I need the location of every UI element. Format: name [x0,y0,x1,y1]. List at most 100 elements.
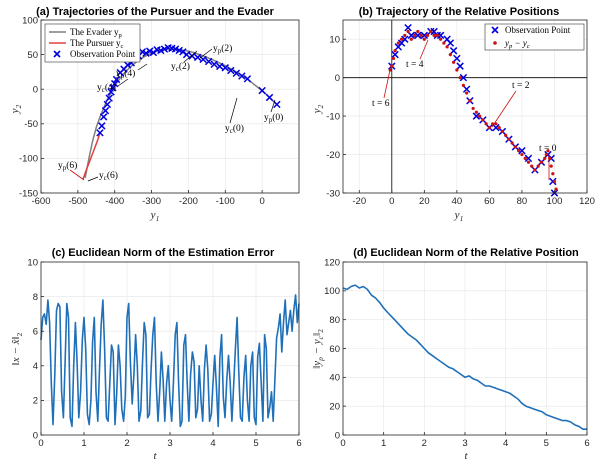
panel-c-estimation-error: 0 1 2 3 4 5 6 0 2 4 6 8 10 [27,257,301,449]
annotation-b-t4: t = 4 [406,60,424,70]
legend-a-pursuer: The Pursuer yc [70,38,124,50]
ylabel-c: ‖x − x̂‖2 [10,332,24,365]
y-tick-label: 2 [33,396,38,407]
x-tick-label: -100 [216,196,235,207]
x-tick-label: -300 [142,196,161,207]
y-tick-label: 100 [22,15,38,26]
ylabel-a: y2 [9,104,23,114]
observation-point-marker [391,50,399,59]
y-tick-label: 50 [27,50,38,61]
y-tick-label: 8 [33,292,38,303]
observation-point-marker [145,47,154,55]
legend-b-observation-marker [491,26,499,34]
relative-position-point [435,33,439,37]
observation-point-marker [414,31,422,40]
relative-position-point [465,91,469,95]
relative-position-point [487,126,491,130]
observation-point-marker [105,94,113,102]
relative-position-point [546,149,550,153]
relative-position-point [544,152,548,157]
y-tick-label: 6 [33,327,38,338]
y-tick-label: 0 [33,430,38,441]
observation-point-marker [101,106,110,115]
relative-position-point [396,41,400,45]
x-tick-label: 4 [503,438,508,449]
relative-position-point [419,33,423,37]
xlabel-b: y1 [454,209,464,223]
relative-position-point [539,160,544,164]
ylabel-b: y2 [311,104,325,114]
relative-position-point [497,126,501,130]
observation-point-marker [221,64,230,72]
relative-position-point [442,41,446,45]
relative-position-point [412,33,417,37]
y-tick-label: -10 [326,111,340,122]
x-tick-label: 120 [579,196,595,207]
plot-frame [342,19,588,194]
observation-point-marker [459,73,468,82]
legend-a-observation: Observation Point [70,49,136,59]
relative-position-point [526,160,531,164]
x-tick-label: -400 [105,196,124,207]
y-tick-label: 4 [33,361,38,372]
relative-position-point [432,33,436,37]
x-tick-label: 1 [81,438,86,449]
observation-point-marker [524,154,533,163]
observation-point-marker [258,86,266,95]
relative-position-point [517,149,521,153]
observation-point-marker [549,177,557,186]
annotation-a-yc2: yc(2) [171,61,190,73]
observation-point-marker [116,68,124,77]
y-tick-label: 0 [33,85,38,96]
relative-position-point [448,53,452,57]
relative-position-point [390,64,394,68]
relative-position-point [552,179,557,184]
panel-b-relative-trajectory: -20 0 20 40 60 80 100 120 -30 -20 -10 0 10 [326,19,595,207]
x-tick-label: 5 [544,438,549,449]
relative-position-point [500,129,505,134]
y-tick-label: 10 [27,257,38,268]
relative-position-point [520,152,524,157]
x-tick-label: 60 [484,196,495,207]
observation-point-marker [273,100,281,109]
legend-b: Observation Point yp − yc [484,23,585,51]
relative-position-point [458,76,462,80]
x-tick-label: 80 [517,196,528,207]
legend-b-observation: Observation Point [505,25,571,35]
observation-point-marker [404,23,412,32]
y-tick-label: 10 [329,35,340,46]
relative-position-point [455,68,459,72]
legend-a-evader: The Evader yp [70,27,122,39]
y-tick-label: 20 [329,401,340,412]
x-tick-label: 2 [422,438,427,449]
relative-position-point [468,99,472,103]
x-tick-label: 6 [296,438,301,449]
relative-position-point [445,45,449,49]
relative-position-point [422,37,426,41]
annotation-a-yp2: yp(2) [213,43,232,55]
observation-point-marker [109,84,117,92]
observation-point-marker [98,122,106,130]
relative-position-point [523,156,527,160]
observation-point-marker [99,113,108,121]
x-tick-label: 5 [253,438,258,449]
observation-point-marker [188,52,196,60]
annotation-b-t0: t = 0 [539,144,557,154]
observation-point-marker [518,146,526,155]
annotation-a-yc4: yc(4) [97,82,116,94]
relative-position-point [399,37,404,41]
x-tick-label: 100 [547,196,563,207]
observation-point-marker [420,31,429,40]
relative-position-point [536,164,540,168]
y-tick-label: 100 [324,286,340,297]
observation-point-marker [472,112,481,120]
observation-point-marker [243,75,252,83]
ylabel-d: ‖yp − yc‖2 [311,329,325,369]
legend-a: The Evader yp The Pursuer yc Observation… [44,23,141,63]
relative-position-point [409,37,413,41]
relative-position-point [533,168,537,172]
y-tick-label: 0 [335,430,340,441]
annotation-a-yp0: yp(0) [264,112,283,124]
x-tick-label: 20 [419,196,430,207]
